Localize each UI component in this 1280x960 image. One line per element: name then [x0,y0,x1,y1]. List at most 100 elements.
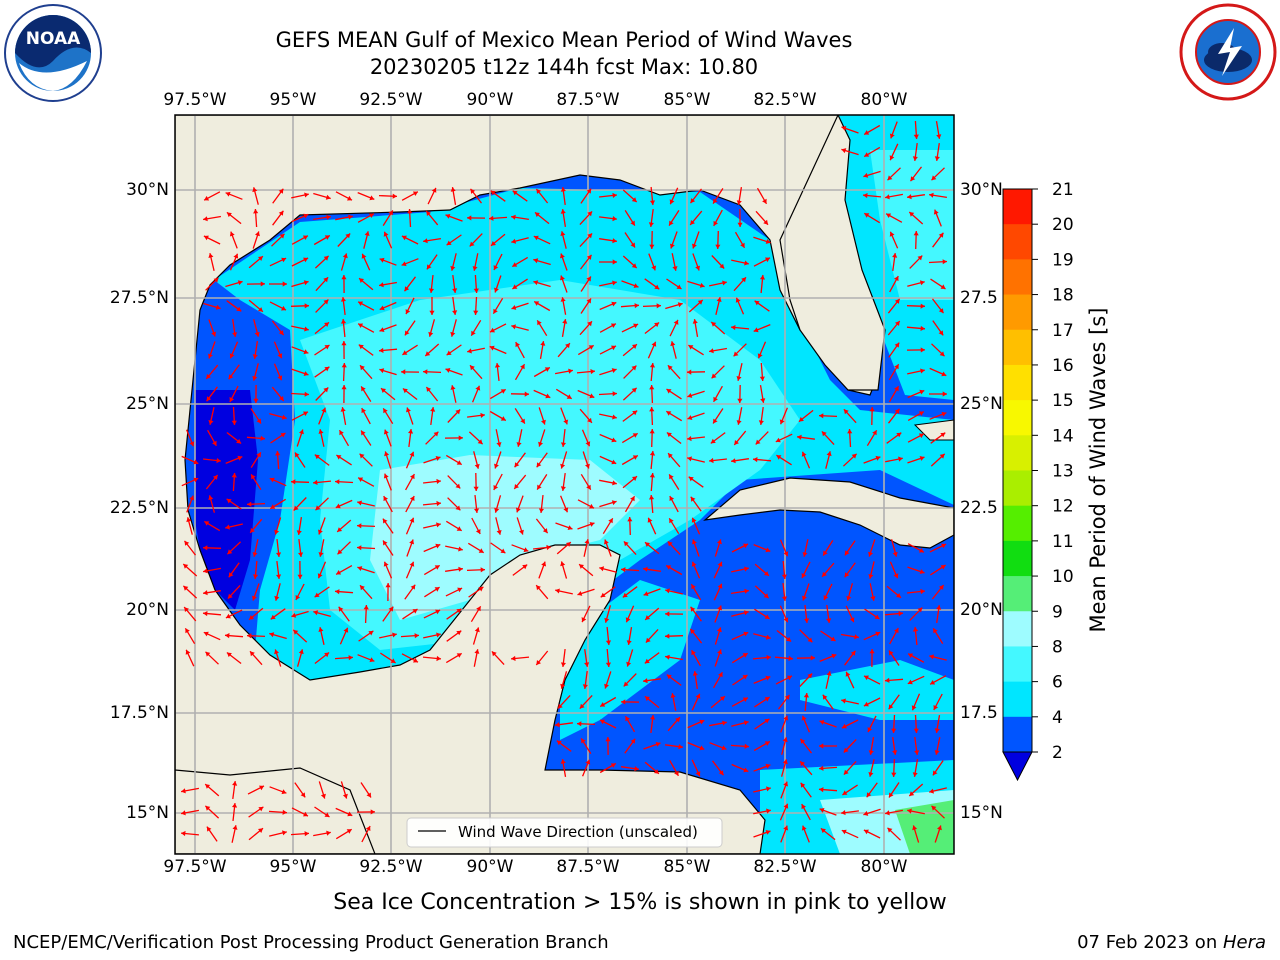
wind-wave-arrowhead [867,727,873,733]
wave-zone-8-9 [370,455,640,620]
wind-wave-arrowhead [692,539,697,545]
lon-label-top: 82.5°W [753,90,817,110]
wind-wave-arrowhead [402,388,408,394]
wind-wave-arrowhead [359,453,365,459]
wind-wave-arrowhead [868,750,874,755]
chart-subtitle: 20230205 t12z 144h fcst Max: 10.80 [369,55,759,79]
wind-wave-arrowhead [402,350,408,355]
wind-wave-arrowhead [565,343,570,349]
wind-wave-arrowhead [895,321,900,326]
wind-wave-arrowhead [324,652,330,658]
wind-wave-arrowhead [323,277,329,283]
wind-wave-arrowhead [831,653,837,659]
wind-wave-arrowhead [612,280,617,286]
wind-wave-arrowhead [183,564,189,569]
wind-wave-arrowhead [610,763,616,768]
wind-wave-arrowhead [323,299,329,305]
wind-wave-arrowhead [821,431,827,437]
wind-wave-arrowhead [649,200,655,205]
wind-wave-arrowhead [612,192,617,198]
wind-wave-arrowhead [669,220,674,226]
wind-wave-arrowhead [665,611,670,617]
wind-wave-arrowhead [722,280,727,286]
wind-wave-arrowhead [493,308,498,314]
wind-wave-arrowhead [536,189,542,194]
wind-wave-arrowhead [736,376,742,381]
wind-wave-arrowhead [560,442,566,447]
wind-wave-arrowhead [560,275,565,281]
wind-wave-arrowhead [649,495,655,500]
wind-wave-arrowhead [930,680,936,685]
wind-wave-arrowhead [410,584,416,590]
wind-wave-arrowhead [233,253,239,259]
wind-wave-arrowhead [648,222,654,227]
colorbar-segment [1003,259,1032,296]
wind-wave-arrowhead [942,259,947,265]
lon-label-top: 85°W [663,90,711,110]
wind-wave-arrowhead [457,587,463,593]
wind-wave-arrowhead [843,769,849,775]
wind-wave-arrowhead [335,589,340,595]
wind-wave-arrowhead [744,260,749,266]
wind-wave-arrowhead [849,617,855,623]
wind-wave-arrowhead [436,478,441,484]
wind-wave-arrowhead [205,805,211,811]
wind-wave-arrowhead [909,791,915,796]
footer-host: Hera [1222,932,1266,953]
wind-wave-arrowhead [803,693,809,698]
wind-wave-arrowhead [717,583,723,589]
wind-wave-arrowhead [731,325,736,331]
wind-wave-arrowhead [491,241,496,246]
colorbar-tick-label: 9 [1052,602,1063,622]
wind-wave-arrowhead [489,345,495,351]
wind-wave-arrowhead [295,452,300,458]
wind-wave-arrowhead [568,368,573,374]
wind-wave-arrowhead [490,327,495,333]
wind-wave-arrowhead [764,697,770,702]
wind-wave-arrowhead [361,430,366,436]
wind-wave-arrowhead [611,368,617,373]
wind-wave-arrowhead [318,529,323,535]
wind-wave-arrowhead [326,214,331,220]
wind-wave-arrowhead [360,585,365,591]
wind-wave-arrowhead [868,574,874,579]
wind-wave-arrowhead [370,809,375,815]
wind-wave-arrowhead [765,675,771,681]
wind-wave-arrowhead [804,618,810,623]
wind-wave-arrowhead [342,793,348,799]
wind-wave-arrowhead [892,750,898,755]
wind-wave-arrowhead [586,276,591,282]
wind-wave-arrowhead [870,596,876,601]
colorbar-segment [1003,646,1032,683]
wind-wave-arrowhead [599,566,605,572]
wind-wave-arrowhead [340,297,346,302]
wind-wave-arrowhead [764,741,770,746]
wind-wave-arrowhead [894,276,899,282]
wind-wave-arrowhead [800,761,805,767]
wind-wave-arrowhead [278,330,284,336]
wind-wave-arrowhead [581,617,587,623]
legend-label: Wind Wave Direction (unscaled) [458,823,698,841]
wind-wave-arrowhead [605,737,611,742]
colorbar-segment [1003,329,1032,366]
wind-wave-arrowhead [632,455,638,460]
wind-wave-arrowhead [204,521,210,526]
wind-wave-arrowhead [647,517,653,523]
wind-wave-arrowhead [737,222,743,227]
wind-wave-arrowhead [763,571,769,576]
colorbar-tick-label: 6 [1052,673,1063,693]
wind-wave-arrowhead [665,588,670,594]
wind-wave-arrowhead [891,772,897,777]
wind-wave-arrowhead [875,631,881,637]
wind-wave-arrowhead [203,568,208,574]
wind-wave-arrowhead [228,572,234,578]
wind-wave-arrowhead [185,628,190,634]
wind-wave-arrowhead [445,368,451,373]
wind-wave-arrowhead [520,364,525,370]
wind-wave-arrowhead [560,683,566,689]
wind-wave-arrowhead [425,351,431,356]
wind-wave-arrowhead [280,433,286,438]
wind-wave-arrowhead [204,195,210,201]
wind-wave-arrowhead [766,808,771,814]
